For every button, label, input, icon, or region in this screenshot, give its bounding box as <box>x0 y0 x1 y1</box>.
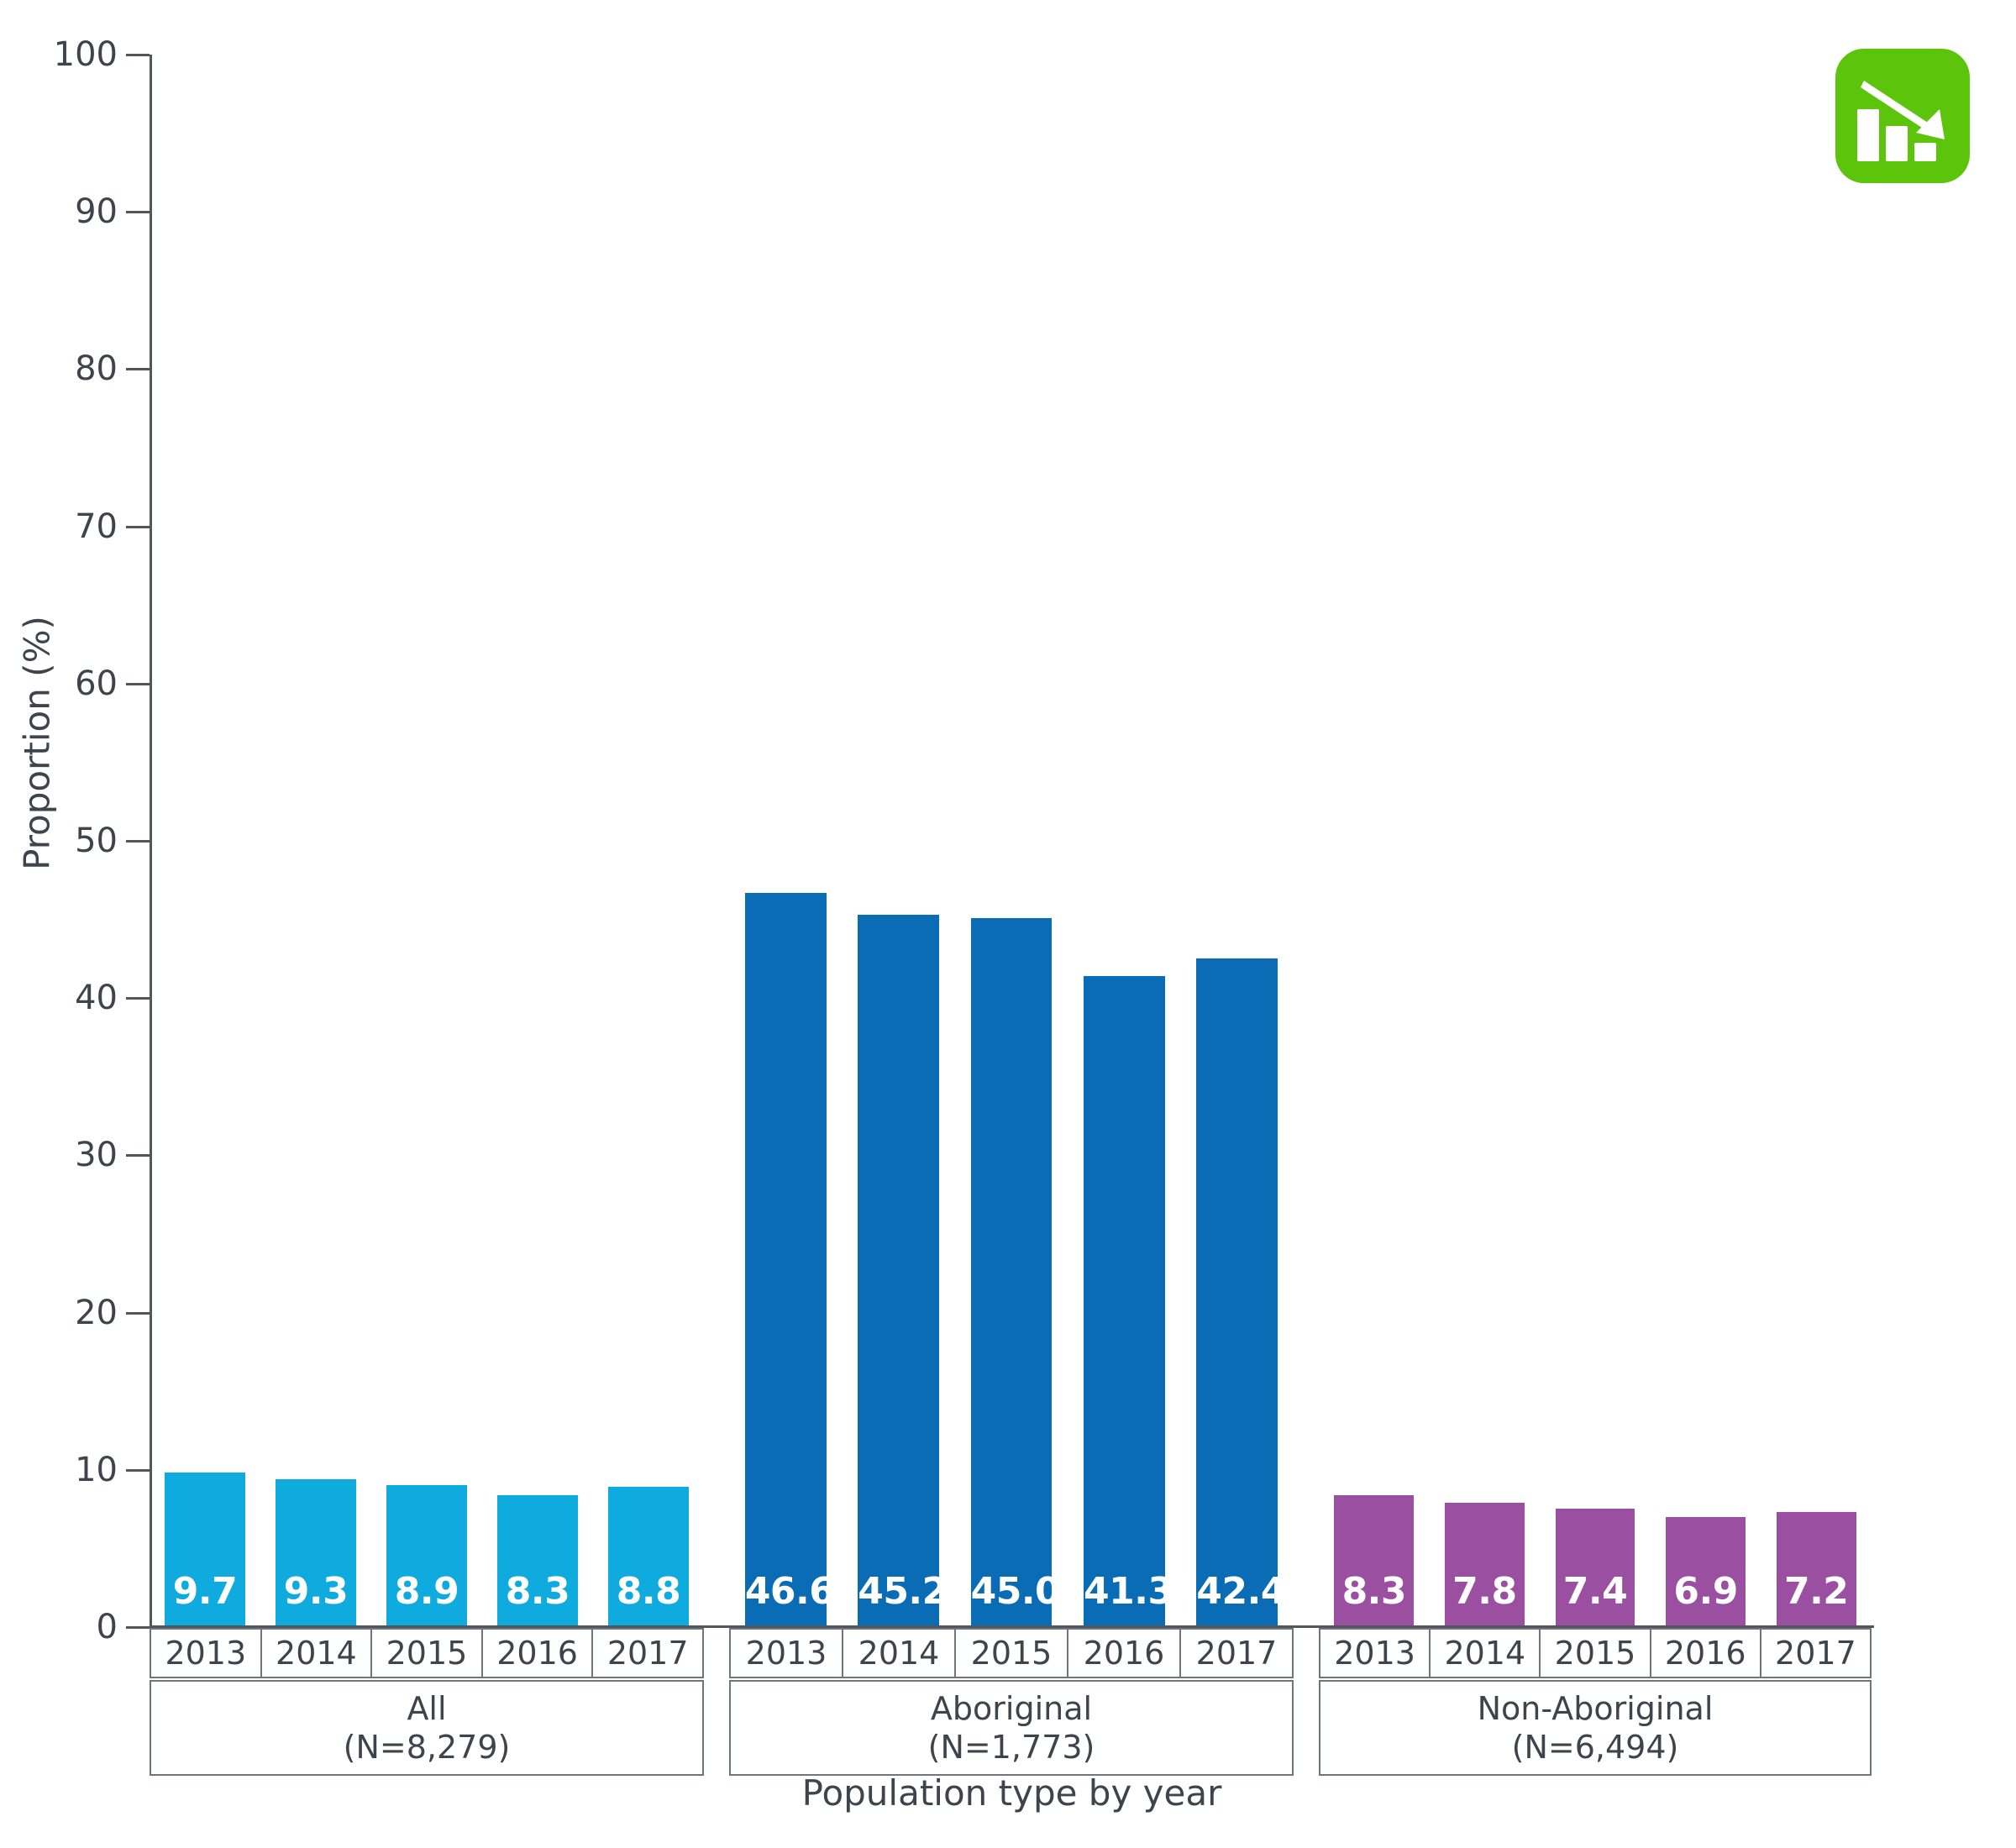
year-label-cell[interactable]: 2017 <box>1775 1635 1856 1672</box>
year-label-row: 2013 2014 2015 2016 2017 <box>729 1628 1294 1678</box>
logo-bar-short <box>1914 143 1936 161</box>
y-axis-tick-mark <box>126 54 150 56</box>
year-label-cell[interactable]: 2013 <box>1320 1630 1431 1677</box>
category-group: 2013 2014 2015 2016 2017 All (N=8,279) <box>150 1628 704 1776</box>
y-axis-tick-label: 60 <box>75 664 118 703</box>
group-label-cell: Aboriginal (N=1,773) <box>729 1680 1294 1776</box>
bar[interactable]: 7.2 <box>1776 1512 1856 1625</box>
bar[interactable]: 46.6 <box>744 892 835 1625</box>
group-sample-size-text: (N=6,494) <box>1511 1729 1679 1766</box>
x-axis-title: Population type by year <box>801 1772 1222 1814</box>
bar[interactable]: 42.4 <box>1196 958 1286 1625</box>
y-axis-tick-label: 90 <box>75 192 118 232</box>
plot-area: 9.7 9.3 8.9 8.3 8.8 46.6 45.2 45.0 41.3 42.4 8.3 7.… <box>150 55 1872 1625</box>
bar-value-label: 8.3 <box>1341 1570 1407 1613</box>
year-label-row: 2013 2014 2015 2016 2017 <box>1319 1628 1872 1678</box>
bar-value-label: 9.3 <box>283 1570 349 1613</box>
bar-value-label: 7.2 <box>1783 1570 1849 1613</box>
y-axis-tick-mark <box>126 1154 150 1158</box>
logo-arrow-head <box>1916 109 1945 139</box>
group-label-cell: All (N=8,279) <box>150 1680 704 1776</box>
app-logo-badge <box>1835 49 1970 183</box>
y-axis-tick-mark <box>126 211 150 214</box>
year-label-cell[interactable]: 2014 <box>1431 1630 1541 1677</box>
y-axis-tick-label: 10 <box>75 1450 118 1489</box>
logo-bar-tall <box>1857 109 1879 161</box>
y-axis-tick-mark <box>126 997 150 1000</box>
y-axis-tick-mark <box>126 1468 150 1472</box>
bar[interactable]: 45.0 <box>970 917 1061 1625</box>
category-axis-table: 2013 2014 2015 2016 2017 All (N=8,279) 2013 2014… <box>150 1628 1874 1776</box>
y-axis-tick-label: 0 <box>96 1608 118 1646</box>
bar[interactable]: 7.8 <box>1445 1502 1525 1625</box>
bar-value-label: 42.4 <box>1196 1570 1286 1613</box>
bar[interactable]: 6.9 <box>1666 1516 1746 1625</box>
year-label-cell[interactable]: 2013 <box>151 1630 262 1677</box>
bar-value-label: 8.9 <box>394 1570 459 1613</box>
bar-value-label: 7.8 <box>1452 1570 1517 1613</box>
year-label-cell[interactable]: 2017 <box>606 1635 689 1672</box>
y-axis-tick-label: 50 <box>75 822 118 860</box>
bar-value-label: 45.2 <box>858 1570 948 1613</box>
logo-bar-mid <box>1886 126 1908 161</box>
y-axis-tick-mark <box>126 1626 150 1629</box>
year-label-cell[interactable]: 2017 <box>1195 1635 1278 1672</box>
y-axis-tick-mark <box>126 682 150 685</box>
bar-value-label: 45.0 <box>970 1570 1061 1613</box>
bar-value-label: 9.7 <box>172 1570 238 1613</box>
year-label-cell[interactable]: 2015 <box>372 1630 483 1677</box>
y-axis-line <box>150 55 152 1627</box>
group-name-text: Non-Aboriginal <box>1477 1689 1714 1727</box>
bar[interactable]: 8.8 <box>608 1487 689 1625</box>
year-label-row: 2013 2014 2015 2016 2017 <box>150 1628 704 1678</box>
year-label-cell[interactable]: 2014 <box>843 1630 956 1677</box>
bar[interactable]: 8.3 <box>1334 1494 1415 1625</box>
x-axis-line <box>150 1625 1874 1628</box>
bar[interactable]: 9.3 <box>276 1478 356 1625</box>
bar-value-label: 8.8 <box>616 1570 681 1613</box>
group-label-cell: Non-Aboriginal (N=6,494) <box>1319 1680 1872 1776</box>
y-axis-tick-mark <box>126 525 150 528</box>
bar[interactable]: 45.2 <box>858 914 948 1625</box>
year-label-cell[interactable]: 2016 <box>483 1630 594 1677</box>
year-label-cell[interactable]: 2016 <box>1068 1630 1181 1677</box>
y-axis-tick-label: 80 <box>75 349 118 389</box>
bar[interactable]: 8.9 <box>386 1485 467 1625</box>
bar[interactable]: 9.7 <box>165 1473 245 1625</box>
y-axis-tick-label: 20 <box>75 1293 118 1332</box>
year-label-cell[interactable]: 2013 <box>731 1630 843 1677</box>
y-axis-tick-label: 70 <box>75 507 118 546</box>
bar[interactable]: 8.3 <box>497 1494 578 1625</box>
category-group: 2013 2014 2015 2016 2017 Non-Aboriginal (N=6,4… <box>1319 1628 1872 1776</box>
bar-value-label: 8.3 <box>505 1570 570 1613</box>
group-name-text: All <box>407 1689 447 1727</box>
year-label-cell[interactable]: 2015 <box>1541 1630 1651 1677</box>
y-axis-title: Proportion (%) <box>16 616 58 870</box>
y-axis-tick-label: 30 <box>75 1136 118 1175</box>
y-axis-tick-mark <box>126 368 150 371</box>
bar-value-label: 46.6 <box>744 1570 835 1613</box>
bar-value-label: 6.9 <box>1673 1570 1738 1613</box>
year-label-cell[interactable]: 2014 <box>262 1630 373 1677</box>
y-axis-tick-mark <box>126 840 150 843</box>
y-axis-tick-mark <box>126 1311 150 1315</box>
logo-arrow-shaft <box>1861 81 1933 133</box>
group-sample-size-text: (N=1,773) <box>927 1729 1095 1766</box>
y-axis-tick-label: 40 <box>75 979 118 1018</box>
bar-value-label: 7.4 <box>1562 1570 1628 1613</box>
category-group: 2013 2014 2015 2016 2017 Aboriginal (N=1,773) <box>729 1628 1294 1776</box>
group-sample-size-text: (N=8,279) <box>343 1729 511 1766</box>
year-label-cell[interactable]: 2015 <box>956 1630 1068 1677</box>
y-axis-tick-label: 100 <box>53 35 118 74</box>
bar-value-label: 41.3 <box>1084 1570 1173 1613</box>
year-label-cell[interactable]: 2016 <box>1651 1630 1761 1677</box>
bar[interactable]: 41.3 <box>1084 975 1173 1625</box>
group-name-text: Aboriginal <box>930 1689 1093 1727</box>
bar[interactable]: 7.4 <box>1555 1509 1635 1625</box>
